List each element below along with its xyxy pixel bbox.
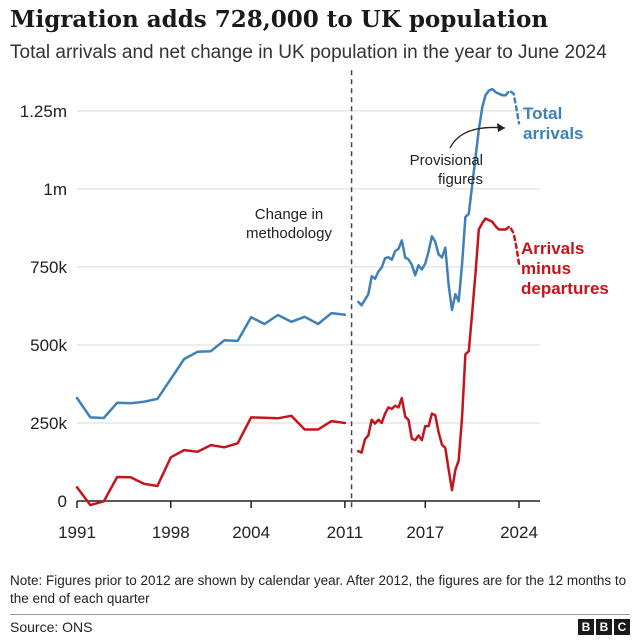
y-tick-label: 1.25m	[20, 102, 67, 121]
provisional-arrowhead	[497, 123, 505, 132]
x-tick-label: 2024	[500, 523, 538, 542]
y-tick-label: 1m	[43, 180, 67, 199]
y-tick-label: 250k	[30, 414, 67, 433]
series-lines	[75, 87, 521, 507]
x-tick-label: 1991	[58, 523, 96, 542]
x-tick-label: 2017	[406, 523, 444, 542]
total-arrivals-label: Total arrivals	[523, 104, 584, 143]
total-arrivals-provisional-line	[504, 89, 521, 125]
chart-subtitle: Total arrivals and net change in UK popu…	[10, 42, 607, 63]
y-tick-label: 500k	[30, 336, 67, 355]
y-tick-label: 750k	[30, 258, 67, 277]
methodology-annotation: Change in methodology	[246, 206, 332, 242]
y-tick-label: 0	[58, 492, 67, 511]
provisional-annotation: Provisional figures	[410, 152, 483, 188]
net-migration-line	[357, 217, 507, 492]
net-migration-line	[75, 414, 347, 507]
provisional-arrow	[449, 126, 506, 149]
line-chart: 0 250k 500k 750k 1m 1.25m 1991 1998 2004 2011 201…	[20, 70, 609, 542]
chart-note: Note: Figures prior to 2012 are shown by…	[10, 573, 627, 606]
chart-title: Migration adds 728,000 to UK population	[10, 6, 549, 33]
total-arrivals-line	[75, 311, 347, 420]
footer-divider	[10, 614, 630, 615]
x-tick-label: 1998	[152, 523, 190, 542]
y-axis-ticks: 0 250k 500k 750k 1m 1.25m	[20, 102, 68, 511]
gridlines	[77, 110, 540, 502]
bbc-logo-letter-2: B	[596, 619, 612, 635]
x-axis-ticks: 1991 1998 2004 2011 2017 2024	[58, 501, 538, 542]
x-tick-label: 2011	[327, 523, 364, 542]
net-migration-label: Arrivals minus departures	[521, 239, 609, 298]
x-tick-label: 2004	[232, 523, 270, 542]
bbc-logo-letter-1: B	[578, 619, 594, 635]
bbc-logo: B B C	[578, 619, 630, 635]
net-migration-provisional-line	[504, 225, 521, 266]
bbc-logo-letter-3: C	[614, 619, 630, 635]
total-arrivals-line	[357, 87, 507, 312]
source-credit: Source: ONS	[10, 619, 93, 635]
annotations: Total arrivals Arrivals minus departures Chan…	[246, 70, 609, 510]
